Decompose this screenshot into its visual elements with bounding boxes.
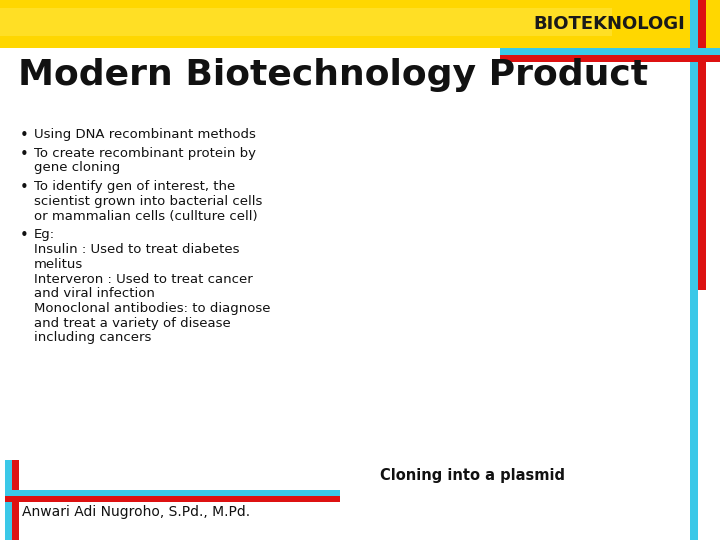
Text: including cancers: including cancers	[34, 332, 151, 345]
Text: •: •	[20, 180, 29, 195]
Bar	[500, 48, 720, 55]
Text: •: •	[20, 128, 29, 143]
Text: Modern Biotechnology Product: Modern Biotechnology Product	[18, 58, 648, 92]
Bar	[5, 496, 340, 502]
Text: •: •	[20, 228, 29, 244]
Bar	[500, 55, 720, 62]
Text: Cloning into a plasmid: Cloning into a plasmid	[380, 468, 565, 483]
Text: and treat a variety of disease: and treat a variety of disease	[34, 316, 230, 330]
Text: Interveron : Used to treat cancer: Interveron : Used to treat cancer	[34, 273, 253, 286]
Text: scientist grown into bacterial cells: scientist grown into bacterial cells	[34, 195, 262, 208]
Text: To identify gen of interest, the: To identify gen of interest, the	[34, 180, 235, 193]
Text: Monoclonal antibodies: to diagnose: Monoclonal antibodies: to diagnose	[34, 302, 271, 315]
Text: •: •	[20, 147, 29, 161]
Text: melitus: melitus	[34, 258, 84, 271]
Text: Using DNA recombinant methods: Using DNA recombinant methods	[34, 128, 256, 141]
Bar	[5, 460, 12, 540]
Bar	[12, 460, 19, 540]
Text: Insulin : Used to treat diabetes: Insulin : Used to treat diabetes	[34, 243, 240, 256]
Text: Eg:: Eg:	[34, 228, 55, 241]
Text: or mammalian cells (cullture cell): or mammalian cells (cullture cell)	[34, 210, 258, 222]
Bar	[5, 490, 340, 496]
Bar	[0, 0, 720, 48]
Text: BIOTEKNOLOGI: BIOTEKNOLOGI	[534, 15, 685, 33]
Bar	[698, 0, 706, 290]
Text: and viral infection: and viral infection	[34, 287, 155, 300]
Bar	[690, 0, 698, 540]
Text: gene cloning: gene cloning	[34, 161, 120, 174]
Text: Anwari Adi Nugroho, S.Pd., M.Pd.: Anwari Adi Nugroho, S.Pd., M.Pd.	[22, 505, 250, 519]
Bar	[0, 8, 612, 36]
Text: To create recombinant protein by: To create recombinant protein by	[34, 147, 256, 160]
